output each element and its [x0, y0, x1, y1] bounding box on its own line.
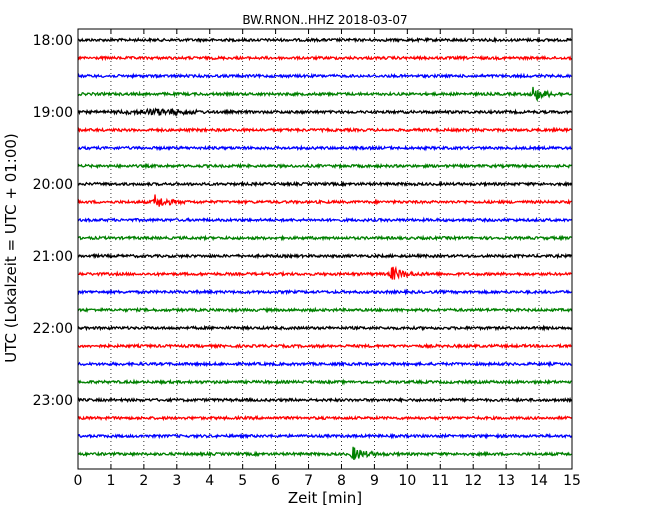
x-tick-label: 8: [337, 473, 346, 489]
seismic-trace: [77, 194, 572, 207]
y-tick-label: 21:00: [33, 249, 73, 265]
y-tick-label: 20:00: [33, 177, 73, 193]
x-tick-label: 0: [74, 473, 83, 489]
x-tick-label: 3: [172, 473, 181, 489]
x-tick-label: 5: [238, 473, 247, 489]
seismic-trace: [77, 162, 573, 170]
seismic-trace: [77, 36, 572, 44]
x-tick-label: 13: [497, 473, 515, 489]
x-tick-label: 11: [431, 473, 449, 489]
x-tick-label: 6: [271, 473, 280, 489]
seismic-trace: [77, 216, 572, 224]
seismic-trace: [77, 234, 572, 242]
seismic-trace: [77, 288, 572, 296]
seismic-trace: [77, 396, 573, 404]
x-tick-label: 10: [398, 473, 416, 489]
x-tick-label: 12: [464, 473, 482, 489]
x-tick-label: 7: [304, 473, 313, 489]
x-tick-label: 1: [106, 473, 115, 489]
seismic-trace: [77, 432, 573, 440]
chart-title: BW.RNON..HHZ 2018-03-07: [242, 13, 407, 27]
seismic-trace: [77, 378, 572, 386]
seismic-trace: [77, 54, 573, 62]
seismic-trace: [77, 324, 572, 332]
trace-group: [77, 36, 573, 461]
x-tick-label: 4: [205, 473, 214, 489]
seismic-trace: [77, 72, 572, 80]
y-tick-label: 18:00: [33, 33, 73, 49]
seismic-trace: [77, 306, 573, 314]
seismic-trace: [77, 446, 572, 461]
y-tick-label: 22:00: [33, 321, 73, 337]
seismic-trace: [77, 342, 572, 350]
x-axis-ticks: 0 1 2 3 4 5 6 7 8 9 10 11 12 13 14 15: [74, 29, 581, 489]
y-tick-label: 23:00: [33, 393, 73, 409]
plot-frame: [77, 28, 573, 470]
seismic-trace: [77, 107, 572, 117]
seismic-trace: [77, 265, 572, 280]
x-tick-label: 2: [139, 473, 148, 489]
x-tick-label: 9: [370, 473, 379, 489]
y-axis-label: UTC (Lokalzeit = UTC + 01:00): [2, 133, 20, 363]
seismic-trace: [78, 180, 573, 188]
seismic-trace: [77, 144, 572, 152]
x-tick-label: 14: [530, 473, 548, 489]
seismic-trace: [77, 252, 572, 260]
seismic-trace: [77, 414, 573, 422]
x-axis-label: Zeit [min]: [288, 489, 362, 507]
plot-area: [78, 29, 572, 469]
x-tick-label: 15: [563, 473, 581, 489]
seismic-trace: [77, 126, 572, 134]
y-axis-ticks: 18:00 19:00 20:00 21:00 22:00 23:00: [33, 33, 572, 409]
seismic-trace: [77, 86, 572, 103]
seismic-trace: [77, 360, 572, 368]
grid-lines: [110, 29, 540, 469]
y-tick-label: 19:00: [33, 105, 73, 121]
